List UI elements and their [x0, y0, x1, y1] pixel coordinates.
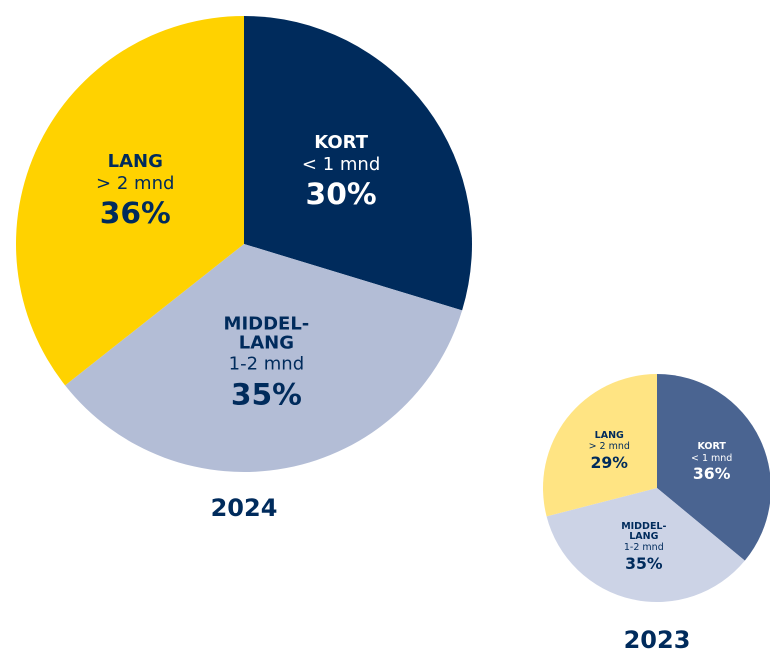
slice-sublabel: 1-2 mnd — [228, 353, 305, 375]
slice-sublabel: < 1 mnd — [301, 153, 381, 175]
slice-sublabel: > 2 mnd — [588, 441, 630, 453]
slice-sublabel: > 2 mnd — [96, 172, 175, 194]
slice-sublabel: < 1 mnd — [690, 452, 733, 464]
pie-slice — [15, 16, 244, 386]
slice-label: LANG > 2 mnd 36% — [96, 151, 175, 232]
slice-name: KORT — [314, 132, 368, 154]
pie-slice — [65, 244, 463, 472]
pie-slice — [657, 374, 770, 561]
slice-label: LANG > 2 mnd 29% — [588, 429, 630, 472]
slice-value: 35% — [625, 553, 663, 573]
slice-name: MIDDEL- LANG — [621, 520, 667, 542]
slice-label: KORT < 1 mnd 36% — [691, 442, 732, 482]
slice-label: KORT < 1 mnd 30% — [301, 132, 381, 212]
chart-title: 2023 — [623, 626, 691, 652]
slice-name: KORT — [697, 441, 726, 453]
slice-name: MIDDEL- LANG — [223, 313, 310, 354]
slice-value: 36% — [692, 463, 731, 483]
slice-value: 35% — [230, 377, 302, 413]
slice-value: 29% — [590, 452, 628, 472]
slice-name: LANG — [107, 151, 163, 173]
slice-label: MIDDEL- LANG 1-2 mnd 35% — [223, 313, 310, 413]
slice-value: 36% — [99, 196, 171, 232]
chart-title: 2024 — [210, 494, 278, 522]
slice-name: LANG — [594, 429, 624, 441]
pie-slice — [244, 16, 472, 311]
slice-sublabel: 1-2 mnd — [623, 542, 664, 554]
pie-slice — [543, 374, 657, 517]
pie-slice — [546, 488, 745, 602]
slice-value: 30% — [305, 176, 377, 212]
slice-label: MIDDEL- LANG 1-2 mnd 35% — [621, 520, 667, 573]
